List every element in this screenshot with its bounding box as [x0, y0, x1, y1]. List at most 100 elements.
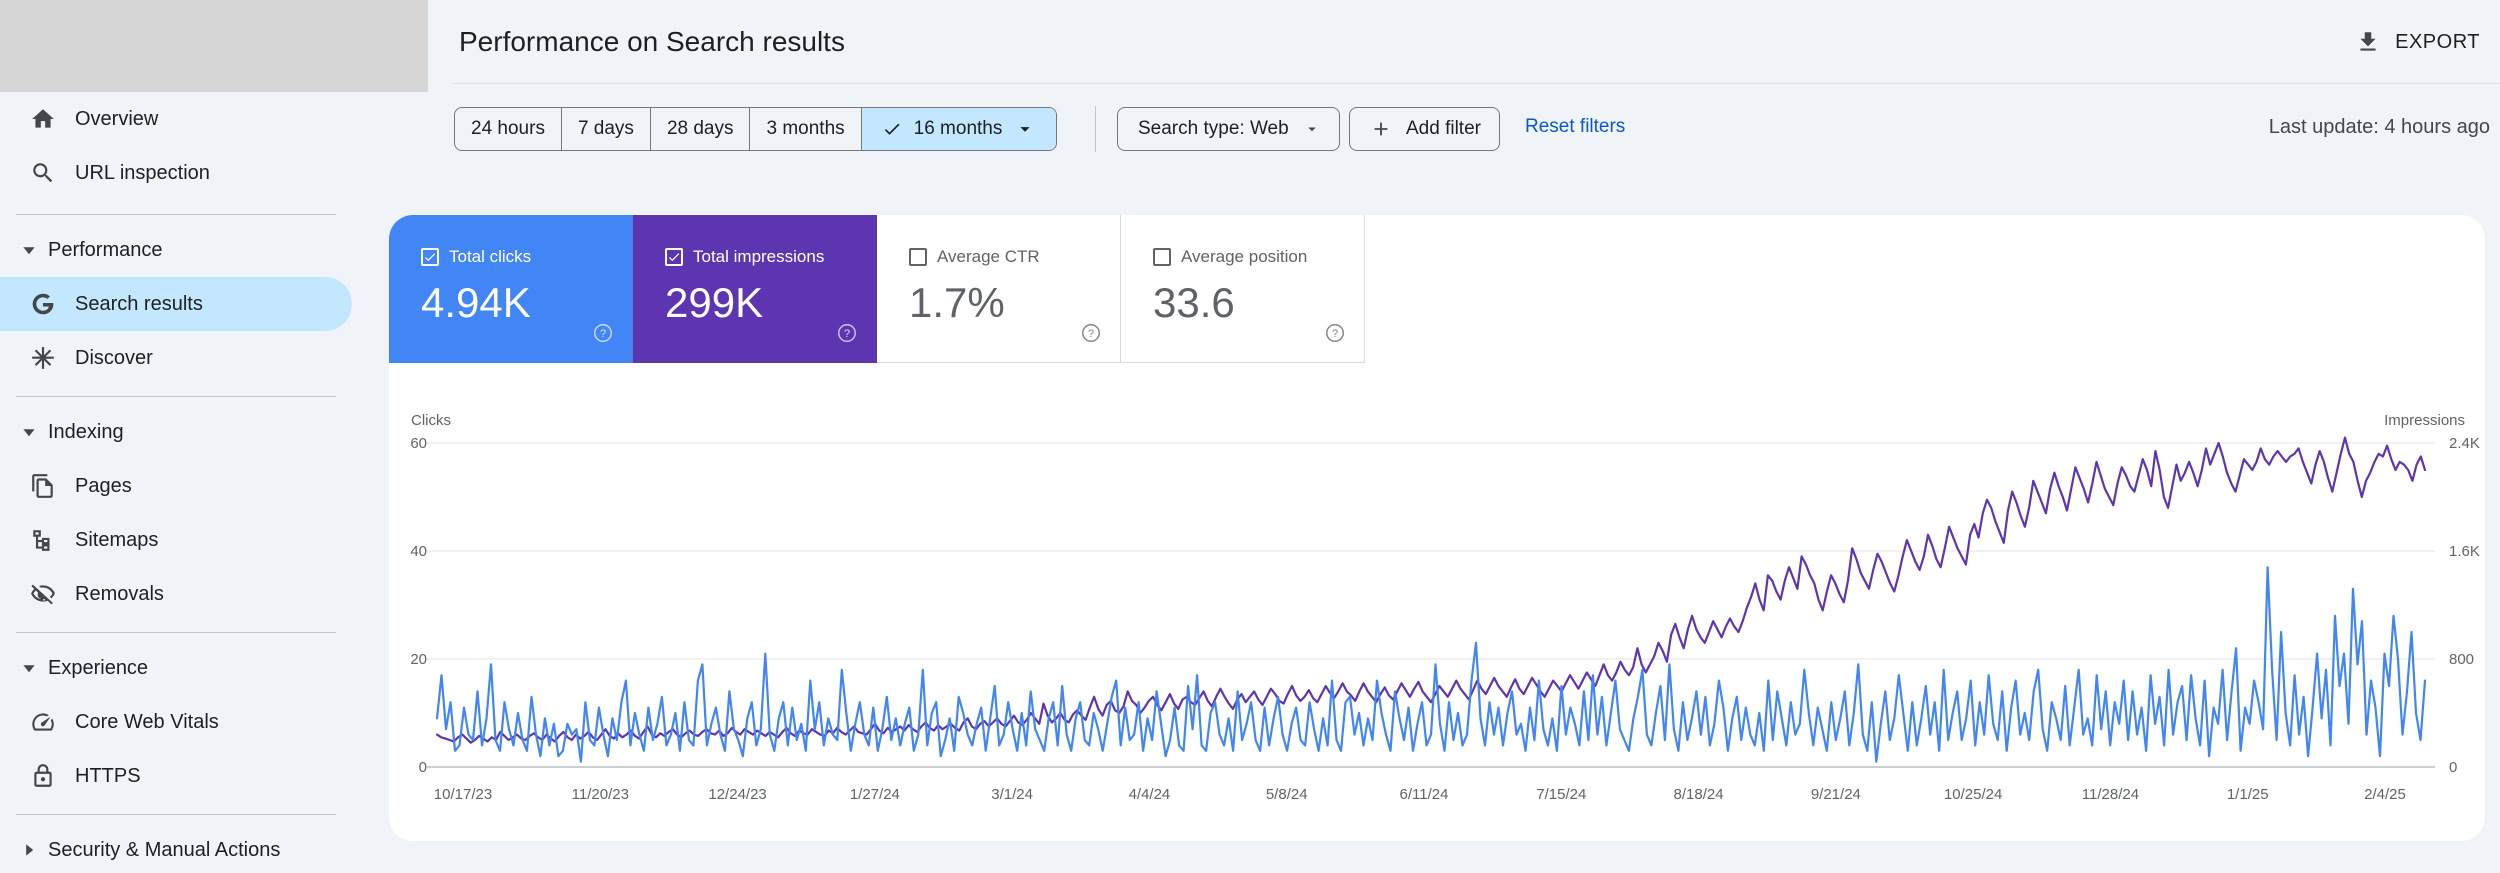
search-type-label: Search type: Web — [1138, 118, 1289, 139]
performance-chart: 0 0 20 800 40 1.6K 60 2.4K 10/17/23 11/20/23 12/24… — [410, 412, 2480, 803]
sidebar-item-removals[interactable]: Removals — [0, 567, 352, 621]
x-tick-label: 12/24/23 — [708, 786, 766, 803]
x-tick-label: 8/18/24 — [1674, 786, 1724, 803]
sidebar-section-experience[interactable]: Experience — [0, 641, 352, 695]
checkbox-checked-icon[interactable] — [421, 248, 439, 266]
pages-icon — [30, 473, 56, 499]
date-range-3-months[interactable]: 3 months — [750, 108, 862, 150]
sidebar-item-label: Discover — [75, 346, 153, 369]
x-tick-label: 5/8/24 — [1266, 786, 1308, 803]
metric-average-position[interactable]: Average position 33.6 ? — [1121, 215, 1365, 363]
checkbox-unchecked-icon[interactable] — [1153, 248, 1171, 266]
sidebar-item-url-inspection[interactable]: URL inspection — [0, 146, 352, 200]
metric-value: 299K — [665, 279, 764, 326]
sidebar-item-search-results[interactable]: Search results — [0, 277, 352, 331]
metric-value: 4.94K — [421, 279, 531, 326]
dropdown-arrow-icon — [1020, 127, 1030, 132]
search-type-dropdown[interactable]: Search type: Web — [1117, 107, 1340, 151]
add-filter-label: Add filter — [1406, 118, 1481, 139]
performance-card: Total clicks 4.94K ? Total impressions 2… — [389, 215, 2485, 841]
sidebar-item-discover[interactable]: Discover — [0, 331, 352, 385]
metric-value: 1.7% — [909, 279, 1005, 326]
search-icon — [30, 160, 56, 186]
date-range-label: 16 months — [913, 118, 1003, 139]
sidebar-item-pages[interactable]: Pages — [0, 459, 352, 513]
date-range-16-months[interactable]: 16 months — [861, 108, 1057, 150]
series-line-impressions — [435, 436, 2427, 744]
right-tick-label: 2.4K — [2449, 435, 2480, 452]
metric-label: Average position — [1181, 247, 1308, 266]
sitemap-icon — [30, 527, 56, 553]
sidebar-section-label: Performance — [48, 238, 163, 261]
checkbox-checked-icon[interactable] — [665, 248, 683, 266]
x-tick-label: 10/25/24 — [1944, 786, 2002, 803]
sidebar-section-performance[interactable]: Performance — [0, 223, 352, 277]
left-tick-label: 40 — [410, 543, 427, 560]
metric-total-clicks[interactable]: Total clicks 4.94K ? — [389, 215, 633, 363]
x-tick-label: 11/20/23 — [572, 786, 629, 803]
metric-average-ctr[interactable]: Average CTR 1.7% ? — [877, 215, 1121, 363]
metric-label: Total clicks — [449, 247, 532, 266]
product-logo-area — [0, 0, 428, 92]
checkbox-unchecked-icon[interactable] — [909, 248, 927, 266]
lock-icon — [30, 763, 56, 789]
sidebar-section-security[interactable]: Security & Manual Actions — [0, 823, 352, 873]
asterisk-icon — [30, 345, 56, 371]
svg-text:?: ? — [1332, 328, 1338, 340]
x-tick-label: 3/1/24 — [991, 786, 1033, 803]
series-line-clicks — [435, 566, 2427, 763]
date-range-28-days[interactable]: 28 days — [651, 108, 751, 150]
x-tick-label: 1/1/25 — [2227, 786, 2269, 803]
export-button[interactable]: EXPORT — [2355, 22, 2480, 62]
left-axis-title: Clicks — [411, 412, 451, 429]
sidebar-item-label: Sitemaps — [75, 528, 159, 551]
reset-filters-link[interactable]: Reset filters — [1525, 116, 1626, 137]
date-range-24-hours[interactable]: 24 hours — [455, 108, 562, 150]
right-tick-label: 1.6K — [2449, 543, 2480, 560]
sidebar-item-label: URL inspection — [75, 161, 210, 184]
download-icon — [2360, 32, 2376, 51]
sidebar-item-label: Pages — [75, 474, 132, 497]
sidebar-section-label: Experience — [48, 656, 149, 679]
home-icon — [30, 106, 56, 132]
right-tick-label: 0 — [2449, 759, 2457, 776]
help-icon[interactable]: ? — [836, 322, 858, 344]
x-tick-label: 10/17/23 — [434, 786, 492, 803]
x-tick-label: 6/11/24 — [1400, 786, 1449, 803]
metric-header: Average CTR — [909, 247, 1040, 267]
sidebar-item-core-web-vitals[interactable]: Core Web Vitals — [0, 695, 352, 749]
sidebar-item-https[interactable]: HTTPS — [0, 749, 352, 803]
sidebar-section-indexing[interactable]: Indexing — [0, 405, 352, 459]
date-range-selector: 24 hours 7 days 28 days 3 months 16 mont… — [454, 107, 1058, 151]
x-tick-label: 9/21/24 — [1811, 786, 1861, 803]
help-icon[interactable]: ? — [1080, 322, 1102, 344]
svg-text:?: ? — [844, 328, 850, 340]
help-icon[interactable]: ? — [1324, 322, 1346, 344]
x-tick-label: 11/28/24 — [2082, 786, 2139, 803]
speed-icon — [30, 709, 56, 735]
x-tick-label: 2/4/25 — [2364, 786, 2406, 803]
x-tick-label: 4/4/24 — [1129, 786, 1171, 803]
sidebar-divider — [16, 632, 336, 633]
metric-total-impressions[interactable]: Total impressions 299K ? — [633, 215, 877, 363]
sidebar-item-label: Core Web Vitals — [75, 710, 219, 733]
add-filter-button[interactable]: Add filter — [1349, 107, 1500, 151]
sidebar-divider — [16, 396, 336, 397]
sidebar-section-label: Security & Manual Actions — [48, 838, 281, 861]
page-title: Performance on Search results — [459, 26, 845, 57]
metric-header: Total impressions — [665, 247, 824, 267]
help-icon[interactable]: ? — [592, 322, 614, 344]
left-tick-label: 0 — [419, 759, 427, 776]
sidebar-item-overview[interactable]: Overview — [0, 92, 352, 146]
svg-text:?: ? — [1088, 328, 1094, 340]
sidebar-item-sitemaps[interactable]: Sitemaps — [0, 513, 352, 567]
caret-right-icon — [22, 843, 36, 857]
sidebar-item-label: HTTPS — [75, 764, 141, 787]
google-g-icon — [30, 291, 56, 317]
svg-text:?: ? — [600, 328, 606, 340]
visibility-off-icon — [30, 581, 56, 607]
date-range-7-days[interactable]: 7 days — [562, 108, 651, 150]
metric-label: Total impressions — [693, 247, 825, 266]
right-tick-label: 800 — [2449, 651, 2474, 668]
export-label: EXPORT — [2395, 30, 2480, 53]
